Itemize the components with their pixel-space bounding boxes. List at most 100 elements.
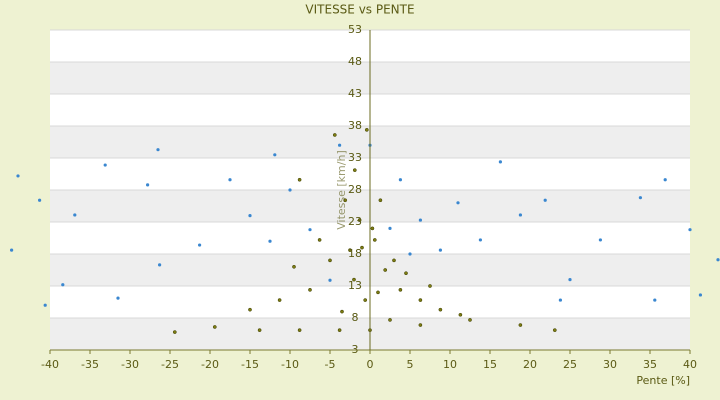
point [332,133,337,137]
point [317,238,322,242]
point [383,268,388,272]
x-tick-label: -40 [41,358,59,371]
point [418,218,422,222]
point [653,298,657,302]
point [328,278,332,282]
point [116,296,120,300]
point [228,178,232,182]
point [688,228,692,232]
chart-title: VITESSE vs PENTE [305,3,414,17]
x-tick-label: -35 [81,358,99,371]
point [552,328,557,333]
point [308,228,312,232]
y-tick-label: 13 [348,279,362,292]
point [308,287,312,292]
point [357,218,362,222]
point [468,318,472,322]
point [16,174,20,178]
point [343,198,348,203]
point [360,245,364,250]
point [328,258,332,263]
point [297,328,302,333]
point [352,168,357,173]
point [404,271,408,276]
y-axis-label: Vitesse [km/h] [335,150,348,230]
point [212,325,217,329]
point [598,238,603,242]
x-tick-label: 15 [483,358,497,371]
point [398,178,402,182]
point [568,278,572,282]
y-tick-label: 18 [348,247,362,260]
point [418,298,423,302]
point [248,214,252,218]
point [438,307,443,312]
y-tick-label: 53 [348,23,362,36]
point [716,258,720,262]
point [518,213,523,217]
point [198,243,202,247]
x-tick-label: -15 [241,358,259,371]
x-tick-label: -10 [281,358,299,371]
point [352,277,356,282]
x-tick-label: 30 [603,358,617,371]
x-tick-label: -30 [121,358,139,371]
point [38,198,42,202]
point [277,298,282,302]
x-tick-label: -25 [161,358,179,371]
point [372,238,377,242]
x-tick-label: -20 [201,358,219,371]
point [498,160,502,164]
point [338,143,342,147]
point [518,323,523,327]
point [73,213,77,217]
point [418,323,423,327]
x-tick-label: 10 [443,358,457,371]
point [408,252,412,256]
x-tick-label: 5 [407,358,414,371]
x-axis-label: Pente [%] [636,374,690,387]
point [273,153,277,157]
point [543,198,547,202]
point [388,318,392,322]
y-tick-label: 43 [348,87,362,100]
x-tick-label: 0 [367,358,374,371]
point [297,177,302,182]
point [663,178,667,182]
point [288,188,292,192]
y-tick-label: 8 [352,311,359,324]
point [292,264,296,269]
point [158,263,162,267]
point [698,293,703,297]
point [456,201,460,205]
point [61,283,65,287]
x-tick-label: 25 [563,358,577,371]
point [392,258,396,263]
point [146,183,150,187]
point [478,238,482,242]
x-tick-label: 20 [523,358,537,371]
point [558,298,563,302]
point [458,312,463,317]
point [438,248,442,252]
x-tick-label: -5 [325,358,336,371]
point [340,309,344,314]
point [638,196,643,200]
y-tick-label: 38 [348,119,362,132]
point [348,248,352,253]
point [268,239,272,243]
point [156,148,160,152]
y-tick-label: 48 [348,55,362,68]
point [10,248,14,252]
point [376,290,380,295]
point [388,226,392,230]
point [428,284,432,288]
point [257,328,262,333]
x-tick-label: 40 [683,358,697,371]
point [370,226,375,231]
y-tick-label: 23 [348,215,362,228]
point [398,287,403,292]
x-tick-label: 35 [643,358,657,371]
point [364,127,369,132]
point [103,163,107,167]
